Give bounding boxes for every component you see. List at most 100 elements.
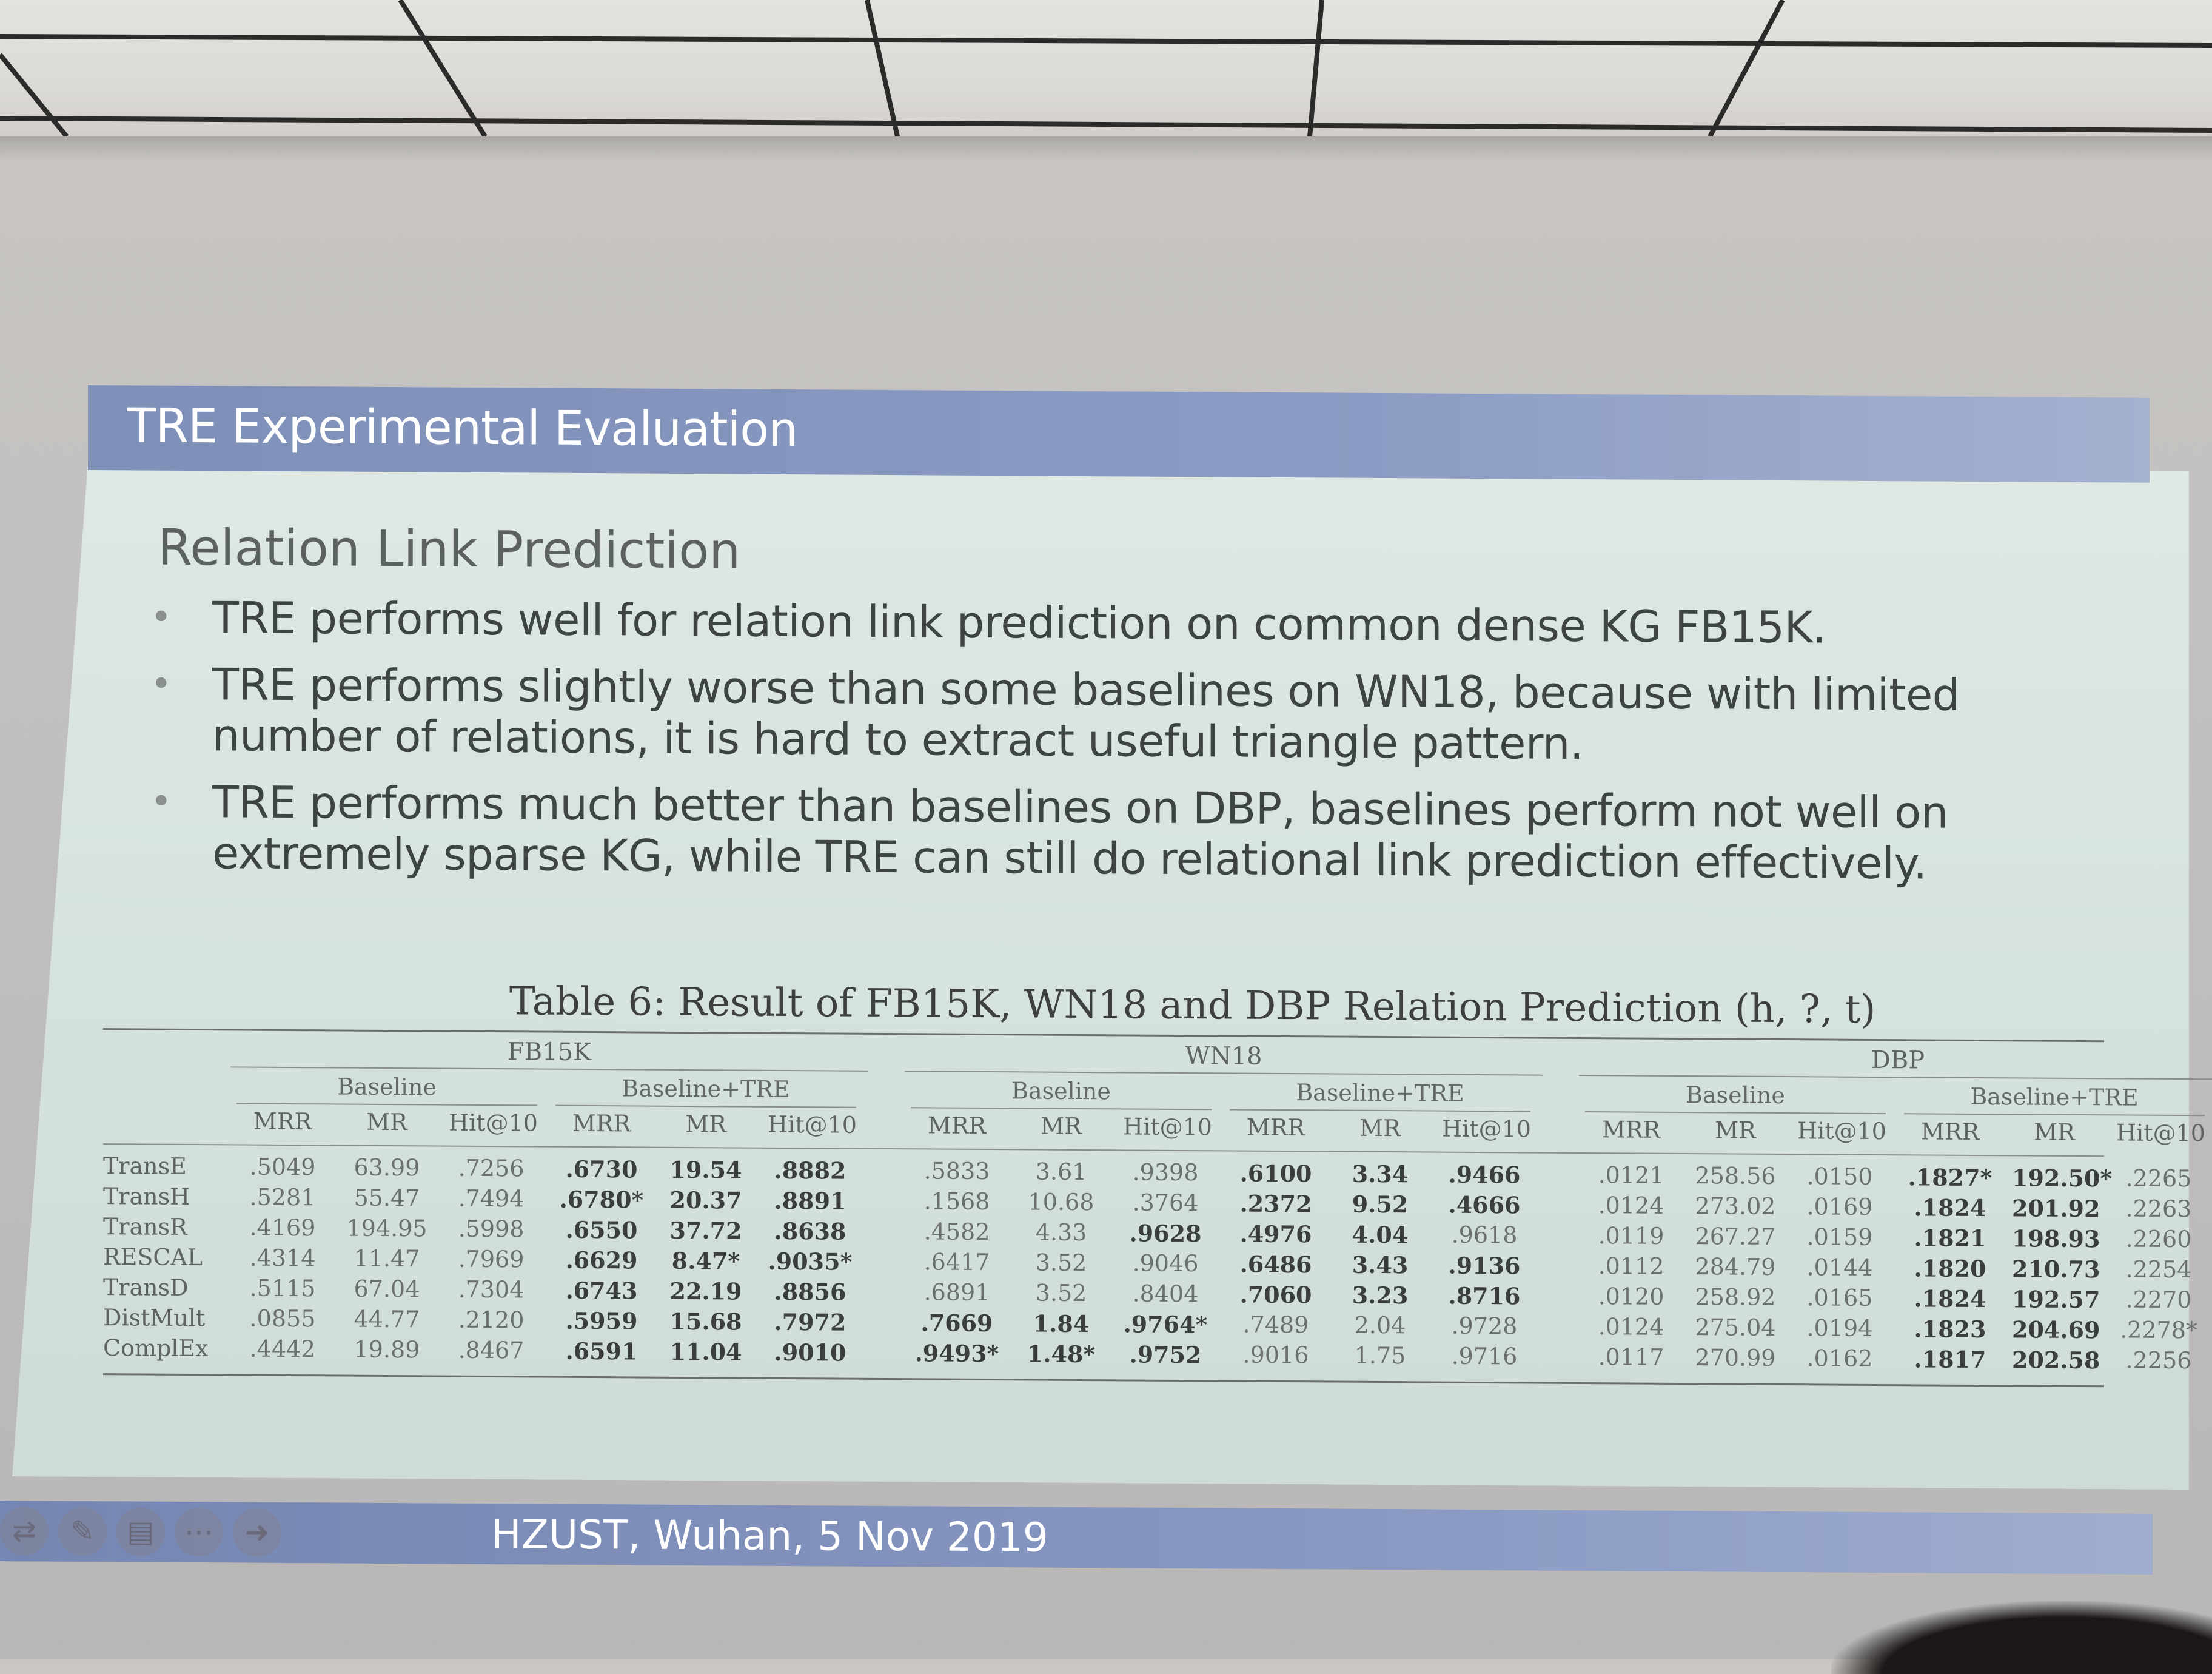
group-header: Baseline+TRE [622,1075,790,1103]
table-cell: .7060 [1239,1280,1312,1309]
table-cell: .0165 [1806,1284,1873,1311]
table-cell: 55.47 [354,1184,420,1212]
dataset-header: FB15K [508,1038,591,1067]
table-cell: .9010 [774,1338,846,1366]
table-cell: .2372 [1239,1189,1312,1218]
table-cell: .1817 [1914,1345,1986,1374]
table-cell: 67.04 [354,1275,420,1303]
metric-header: MRR [1601,1116,1661,1143]
table-cell: .7304 [458,1276,525,1303]
bullet-dot-icon: • [150,596,172,639]
table-cell: 2.04 [1354,1311,1406,1339]
bullet-dot-icon: • [150,780,172,823]
table-cell: .2270 [2125,1286,2192,1314]
table-cell: .7969 [458,1245,525,1273]
table-cell: .0112 [1598,1252,1664,1280]
table-cell: 1.84 [1033,1309,1090,1338]
table-cell: .0119 [1598,1222,1664,1249]
table-cell: .5115 [249,1274,316,1302]
table-cell: 63.99 [354,1154,420,1182]
menu-icon[interactable]: ▤ [116,1507,165,1556]
bullet-item: • TRE performs much better than baseline… [146,776,2116,890]
projected-slide: TRE Experimental Evaluation Relation Lin… [0,385,2212,1581]
table-cell: 258.56 [1695,1162,1776,1189]
model-name: TransE [103,1152,187,1180]
table-cell: .5281 [249,1183,316,1211]
table-cell: 8.47* [671,1246,740,1275]
metric-header: MR [2034,1118,2075,1146]
table-cell: .4666 [1448,1191,1521,1219]
table-cell: .2256 [2125,1346,2192,1374]
table-cell: 210.73 [2012,1255,2100,1283]
table-cell: .8891 [774,1186,846,1215]
table-cell: 15.68 [669,1307,742,1336]
table-cell: .0144 [1806,1254,1873,1281]
metric-header: MRR [927,1112,987,1140]
group-header: Baseline+TRE [1296,1079,1464,1107]
table-cell: 273.02 [1695,1192,1776,1220]
model-name: TransD [103,1274,189,1301]
next-icon[interactable]: ➜ [233,1508,281,1557]
table-cell: .0169 [1806,1193,1873,1220]
table-cell: 192.50* [2012,1164,2113,1192]
table-cell: .1827* [1908,1163,1992,1192]
group-header: Baseline [1686,1081,1785,1109]
table-cell: .6591 [565,1337,638,1365]
metric-header: MRR [253,1108,312,1135]
metric-header: MR [1359,1114,1401,1142]
table-cell: 20.37 [669,1186,742,1214]
table-cell: .4442 [249,1335,316,1363]
table-cell: .5833 [923,1157,990,1185]
table-cell: 10.68 [1028,1188,1094,1216]
pen-icon[interactable]: ✎ [58,1507,107,1556]
table-cell: .8404 [1132,1280,1199,1308]
table-cell: .8856 [774,1277,846,1306]
dataset-header: DBP [1871,1046,1925,1075]
table-cell: .7494 [458,1185,525,1212]
bullet-text: TRE performs slightly worse than some ba… [212,659,1960,770]
table-cell: 9.52 [1352,1190,1409,1219]
table-cell: .9628 [1129,1219,1202,1248]
group-header: Baseline [337,1073,437,1101]
table-cell: .7669 [920,1309,993,1337]
table-cell: .4582 [923,1218,990,1246]
table-cell: 194.95 [346,1214,427,1242]
table-cell: 270.99 [1695,1344,1776,1371]
table-cell: .9493* [914,1339,999,1368]
table-cell: .0124 [1598,1192,1664,1219]
metric-header: MR [366,1108,407,1136]
table-cell: .9466 [1448,1160,1521,1189]
table-cell: 4.33 [1035,1219,1087,1246]
table-cell: .0162 [1806,1345,1873,1372]
table-cell: 204.69 [2012,1316,2100,1344]
table-cell: 11.04 [669,1337,742,1366]
arrows-icon[interactable]: ⇄ [0,1507,49,1556]
table-cell: .0159 [1806,1223,1873,1251]
table-cell: .0855 [249,1305,316,1333]
group-header: Baseline+TRE [1970,1083,2139,1111]
metric-header: Hit@10 [768,1111,857,1138]
ceiling [0,0,2212,146]
table-cell: .4169 [249,1214,316,1242]
audience-head [1831,1601,2212,1674]
metric-header: Hit@10 [1123,1113,1212,1141]
table-cell: .8716 [1448,1282,1521,1310]
table-cell: .6730 [565,1155,638,1183]
metric-header: MRR [1246,1114,1305,1141]
table-cell: 3.61 [1035,1158,1087,1186]
table-cell: .9728 [1451,1312,1518,1340]
table-cell: .9764* [1123,1310,1208,1339]
table-cell: 198.93 [2012,1225,2100,1253]
table-cell: 3.52 [1035,1279,1087,1307]
slide-title-bar: TRE Experimental Evaluation [88,385,2150,483]
table-cell: 19.89 [354,1336,420,1363]
table-cell: .1821 [1914,1224,1986,1252]
metric-header: Hit@10 [449,1109,538,1137]
metric-header: MR [685,1110,726,1138]
table-cell: .0117 [1598,1343,1664,1371]
footer-text: HZUST, Wuhan, 5 Nov 2019 [491,1511,1048,1561]
table-cell: 284.79 [1695,1253,1776,1280]
table-cell: 44.77 [354,1305,420,1333]
more-icon[interactable]: ⋯ [175,1507,223,1557]
model-name: TransR [103,1213,187,1240]
